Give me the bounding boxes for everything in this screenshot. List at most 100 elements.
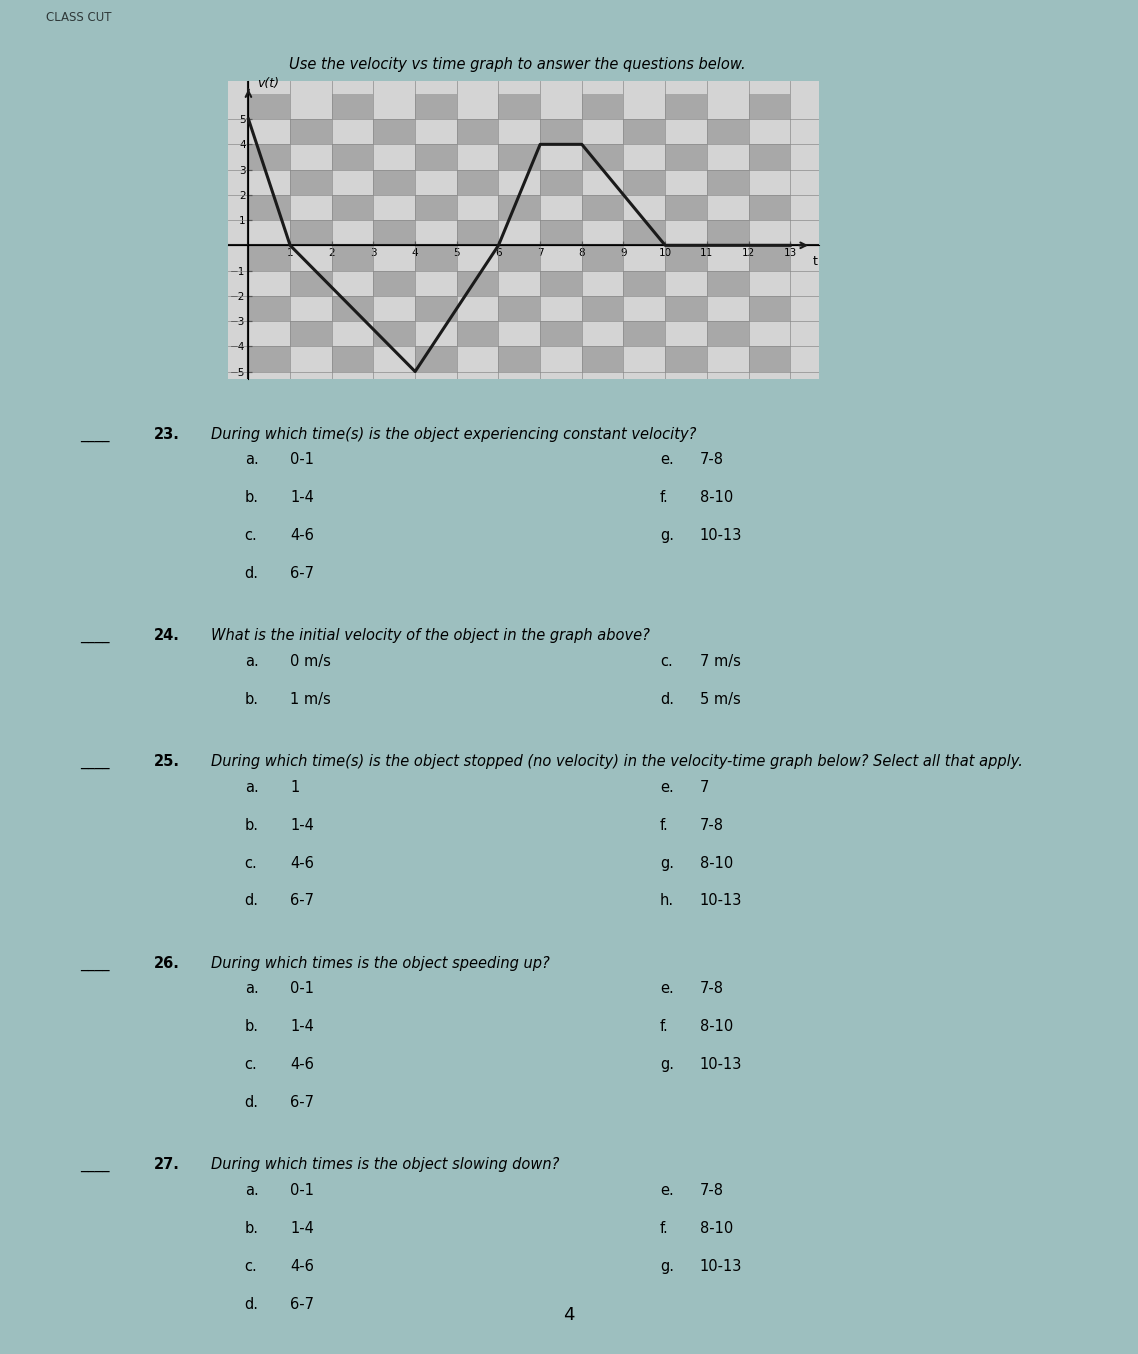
Text: g.: g. (660, 856, 674, 871)
Bar (624, 169, 666, 195)
Bar (415, 169, 456, 195)
Text: During which times is the object slowing down?: During which times is the object slowing… (211, 1158, 559, 1173)
Bar (290, 245, 332, 271)
Bar (456, 221, 498, 245)
Bar (498, 145, 541, 169)
Bar (582, 93, 624, 119)
Bar (248, 195, 290, 221)
Text: 23.: 23. (154, 427, 180, 441)
Bar (666, 321, 707, 347)
Text: 5 m/s: 5 m/s (700, 692, 741, 707)
Bar (541, 347, 582, 371)
Text: 10-13: 10-13 (700, 528, 742, 543)
Bar (624, 245, 666, 271)
Bar (666, 221, 707, 245)
Text: 1-4: 1-4 (290, 1020, 314, 1034)
Text: v(t): v(t) (257, 77, 279, 89)
Text: d.: d. (245, 1297, 258, 1312)
Text: 4-6: 4-6 (290, 528, 314, 543)
Text: 1: 1 (290, 780, 299, 795)
Bar (290, 321, 332, 347)
Bar (248, 145, 290, 169)
Bar (248, 347, 290, 371)
Text: b.: b. (245, 692, 258, 707)
Bar (582, 169, 624, 195)
Text: b.: b. (245, 490, 258, 505)
Bar (415, 321, 456, 347)
Bar (666, 145, 707, 169)
Text: Use the velocity vs time graph to answer the questions below.: Use the velocity vs time graph to answer… (289, 57, 747, 73)
Bar (666, 93, 707, 119)
Bar (248, 169, 290, 195)
Bar (498, 93, 541, 119)
Bar (415, 195, 456, 221)
Bar (707, 245, 749, 271)
Text: h.: h. (660, 894, 674, 909)
Text: f.: f. (660, 1221, 669, 1236)
Bar (498, 347, 541, 371)
Text: 6-7: 6-7 (290, 566, 314, 581)
Bar (290, 119, 332, 145)
Bar (707, 221, 749, 245)
Bar (498, 195, 541, 221)
Bar (332, 221, 373, 245)
Text: ____: ____ (80, 956, 109, 971)
Bar (415, 145, 456, 169)
Bar (707, 321, 749, 347)
Bar (749, 195, 790, 221)
Text: c.: c. (245, 1259, 257, 1274)
Bar (666, 119, 707, 145)
Bar (456, 321, 498, 347)
Bar (290, 221, 332, 245)
Bar (624, 195, 666, 221)
Bar (332, 195, 373, 221)
Text: 10-13: 10-13 (700, 1057, 742, 1072)
Text: c.: c. (245, 856, 257, 871)
Bar (248, 245, 290, 271)
Bar (541, 321, 582, 347)
Text: a.: a. (245, 982, 258, 997)
Bar (498, 245, 541, 271)
Text: 0 m/s: 0 m/s (290, 654, 331, 669)
Bar (248, 93, 290, 119)
Bar (290, 295, 332, 321)
Text: 8-10: 8-10 (700, 1020, 733, 1034)
Bar (582, 321, 624, 347)
Text: ____: ____ (80, 754, 109, 769)
Bar (666, 347, 707, 371)
Bar (456, 119, 498, 145)
Bar (373, 195, 415, 221)
Bar (582, 145, 624, 169)
Bar (541, 169, 582, 195)
Text: 8-10: 8-10 (700, 490, 733, 505)
Bar (749, 321, 790, 347)
Bar (749, 295, 790, 321)
Bar (415, 93, 456, 119)
Text: 8-10: 8-10 (700, 856, 733, 871)
Bar (373, 245, 415, 271)
Text: a.: a. (245, 780, 258, 795)
Text: e.: e. (660, 1183, 674, 1198)
Bar (749, 221, 790, 245)
Bar (332, 93, 373, 119)
Text: g.: g. (660, 1057, 674, 1072)
Bar (373, 169, 415, 195)
Text: 10-13: 10-13 (700, 894, 742, 909)
Text: 10-13: 10-13 (700, 1259, 742, 1274)
Bar (456, 93, 498, 119)
Bar (666, 169, 707, 195)
Bar (707, 295, 749, 321)
Text: a.: a. (245, 452, 258, 467)
Bar (373, 119, 415, 145)
Bar (290, 93, 332, 119)
Bar (582, 295, 624, 321)
Bar (666, 295, 707, 321)
Bar (707, 145, 749, 169)
Bar (541, 145, 582, 169)
Bar (624, 321, 666, 347)
Bar (541, 271, 582, 295)
Text: 6-7: 6-7 (290, 894, 314, 909)
Text: 1 m/s: 1 m/s (290, 692, 331, 707)
Bar (707, 169, 749, 195)
Bar (456, 347, 498, 371)
